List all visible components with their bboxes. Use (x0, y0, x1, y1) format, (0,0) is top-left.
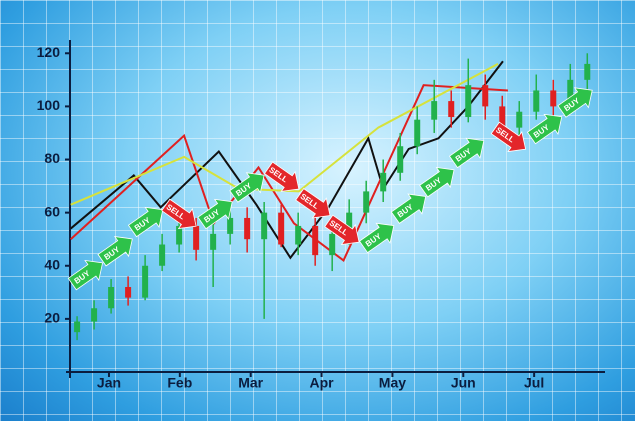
signal: BUY (448, 137, 485, 169)
signal-arrow (197, 198, 233, 230)
signal-arrow (229, 172, 265, 203)
candle-body (193, 225, 200, 250)
signal: BUY (229, 172, 265, 203)
candle-body (210, 233, 217, 250)
candle-body (159, 244, 166, 266)
price-line (70, 84, 508, 262)
candle-body (550, 90, 557, 107)
y-tick-label: 120 (37, 44, 61, 60)
candle-body (227, 217, 234, 234)
candle-body (244, 217, 251, 240)
candle-body (499, 106, 506, 128)
candle-body (329, 233, 336, 256)
signal-arrow (448, 137, 485, 169)
y-tick-label: 40 (44, 256, 60, 272)
candle-body (567, 79, 574, 107)
y-tick-label: 20 (44, 310, 60, 326)
signal-arrow (490, 121, 527, 153)
signal-arrow (419, 166, 455, 198)
x-tick-label: Jun (451, 375, 476, 391)
candle-body (125, 287, 132, 298)
signal: BUY (127, 206, 164, 238)
signal-arrow (324, 214, 360, 246)
signal-arrow (390, 193, 427, 224)
y-tick-label: 80 (44, 150, 60, 166)
candle-body (380, 172, 387, 192)
y-tick-label: 60 (44, 203, 60, 219)
signal-arrow (557, 87, 593, 118)
candle-body (346, 212, 353, 234)
signal-arrow (67, 259, 104, 291)
candle-body (176, 225, 183, 245)
candle-body (74, 321, 81, 333)
signal: BUY (67, 259, 104, 291)
candle-body (295, 225, 302, 245)
candle-body (108, 287, 115, 309)
price-line (70, 63, 499, 206)
signal-arrow (358, 222, 395, 254)
candle-body (414, 119, 421, 147)
candle-body (142, 265, 149, 298)
signal-arrow (526, 113, 563, 145)
candle-body (363, 191, 370, 213)
signal-arrow (161, 198, 197, 230)
signal: BUY (197, 198, 233, 230)
signal-arrow (127, 206, 164, 238)
x-tick-label: Apr (309, 375, 334, 391)
signal: BUY (358, 222, 395, 254)
candle-body (584, 63, 591, 80)
candle-body (482, 85, 489, 107)
signal: BUY (557, 87, 593, 118)
candle-body (533, 90, 540, 112)
signal-arrow (263, 161, 300, 192)
candle-body (91, 308, 98, 322)
candle-body (431, 101, 438, 120)
signal: SELL (295, 188, 331, 219)
x-tick-label: May (379, 375, 406, 391)
signal: BUY (419, 166, 455, 198)
signal-arrow (97, 236, 133, 267)
candle-body (278, 212, 285, 245)
signal: SELL (324, 214, 360, 246)
x-tick-label: Jul (524, 375, 544, 391)
x-tick-label: Mar (238, 375, 263, 391)
signal: SELL (161, 198, 197, 230)
candle-body (312, 225, 319, 256)
signal: BUY (526, 113, 563, 145)
candle-body (448, 101, 455, 118)
candle-body (397, 146, 404, 173)
candle-body (516, 111, 523, 128)
signal-arrow (295, 188, 331, 219)
signal: SELL (263, 161, 300, 192)
signal: BUY (97, 236, 133, 267)
candle-body (261, 212, 268, 240)
y-tick-label: 100 (37, 97, 61, 113)
candle-body (465, 85, 472, 118)
x-tick-label: Feb (167, 375, 192, 391)
signal: BUY (390, 193, 427, 224)
signal: SELL (490, 121, 527, 153)
x-tick-label: Jan (97, 375, 121, 391)
